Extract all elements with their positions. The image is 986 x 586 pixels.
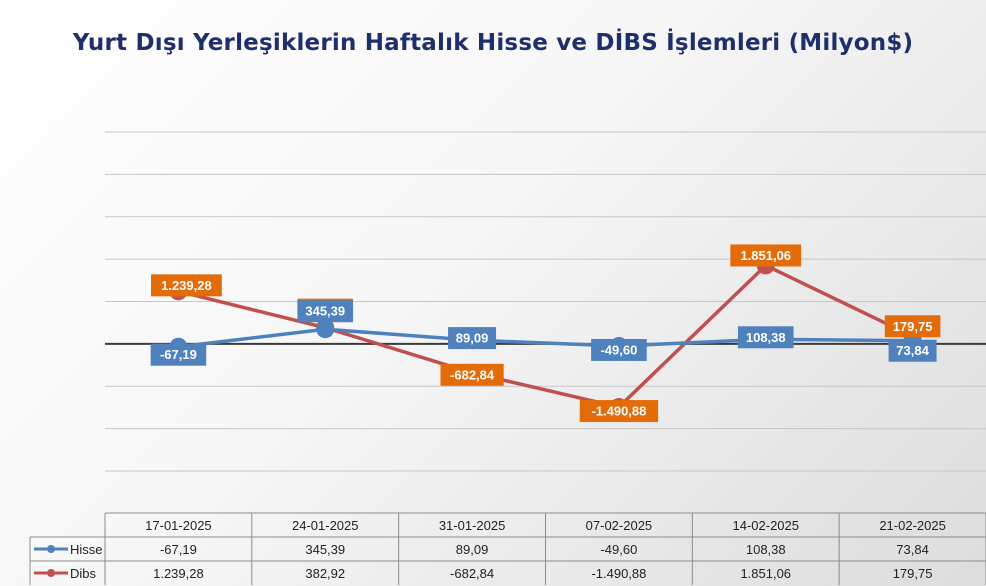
hisse-label-bg — [448, 327, 497, 350]
dibs-label-bg — [730, 244, 802, 267]
x-tick-label: 07-02-2025 — [586, 518, 653, 533]
dibs-label-text: -682,84 — [450, 367, 495, 382]
dibs-table-value: -682,84 — [450, 566, 494, 581]
hisse-table-value: 89,09 — [456, 542, 489, 557]
hisse-table-value: -49,60 — [600, 542, 637, 557]
x-tick-label: 14-02-2025 — [733, 518, 800, 533]
dibs-table-value: 1.851,06 — [740, 566, 791, 581]
dibs-label-text: -1.490,88 — [591, 404, 646, 419]
hisse-point — [316, 320, 335, 339]
dibs-table-value: 382,92 — [305, 566, 345, 581]
dibs-table-value: 179,75 — [893, 566, 933, 581]
dibs-legend-name: Dibs — [70, 566, 97, 581]
dibs-data-label: -682,84 — [440, 363, 504, 386]
dibs-label-text: 1.239,28 — [161, 278, 212, 293]
data-points — [169, 256, 922, 417]
dibs-label-bg — [151, 274, 222, 297]
hisse-data-label: 89,09 — [448, 327, 497, 350]
hisse-table-value: 108,38 — [746, 542, 786, 557]
hisse-label-bg — [297, 300, 354, 323]
x-tick-label: 31-01-2025 — [439, 518, 506, 533]
dibs-label-text: 1.851,06 — [740, 248, 791, 263]
dibs-data-label: 1.851,06 — [730, 244, 802, 267]
hisse-label-bg — [888, 339, 937, 362]
hisse-label-bg — [150, 343, 207, 366]
hisse-label-text: -67,19 — [160, 347, 197, 362]
dibs-label-bg — [884, 315, 941, 338]
gridlines — [105, 131, 986, 472]
dibs-label-bg — [579, 400, 659, 423]
dibs-legend-marker — [47, 569, 55, 577]
hisse-table-value: 73,84 — [896, 542, 929, 557]
hisse-label-text: -49,60 — [600, 342, 637, 357]
data-table: 17-01-2025 24-01-2025 31-01-2025 07-02-2025… — [29, 512, 986, 585]
hisse-data-label: -49,60 — [591, 338, 647, 361]
dibs-table-value: 1.239,28 — [153, 566, 204, 581]
dibs-data-label: 1.239,28 — [151, 274, 222, 297]
hisse-label-text: 345,39 — [305, 304, 345, 319]
hisse-data-label: 345,39 — [297, 300, 354, 323]
x-tick-label: 21-02-2025 — [879, 518, 946, 533]
hisse-legend-marker — [47, 545, 55, 553]
hisse-label-text: 89,09 — [456, 331, 489, 346]
hisse-label-bg — [591, 338, 647, 361]
hisse-label-text: 108,38 — [746, 330, 786, 345]
dibs-data-label: 179,75 — [884, 315, 941, 338]
x-tick-label: 24-01-2025 — [292, 518, 359, 533]
hisse-data-label: 73,84 — [888, 339, 937, 362]
hisse-table-value: -67,19 — [160, 542, 197, 557]
hisse-label-text: 73,84 — [896, 343, 929, 358]
dibs-table-value: -1.490,88 — [591, 566, 646, 581]
hisse-legend-name: Hisse — [70, 542, 103, 557]
chart-title: Yurt Dışı Yerleşiklerin Haftalık Hisse v… — [72, 30, 914, 56]
dibs-data-label: -1.490,88 — [579, 400, 659, 423]
x-tick-label: 17-01-2025 — [145, 518, 212, 533]
hisse-table-value: 345,39 — [305, 542, 345, 557]
hisse-label-bg — [737, 326, 794, 349]
dibs-label-text: 179,75 — [893, 319, 933, 334]
hisse-data-label: -67,19 — [150, 343, 207, 366]
hisse-data-label: 108,38 — [737, 326, 794, 349]
data-labels: 1.239,28382,92-682,84-1.490,881.851,0617… — [150, 244, 941, 423]
dibs-label-bg — [440, 363, 504, 386]
